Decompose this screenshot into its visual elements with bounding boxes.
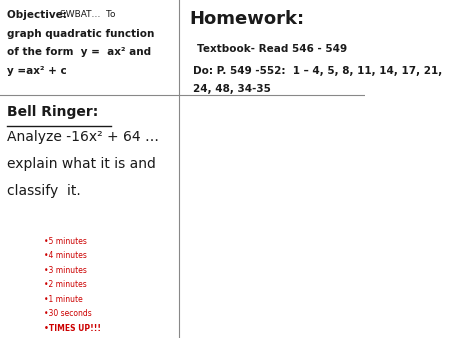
Text: Bell Ringer:: Bell Ringer: [7,105,99,119]
Text: •TIMES UP!!!: •TIMES UP!!! [44,324,101,333]
Text: graph quadratic function: graph quadratic function [7,29,155,39]
Text: y =ax² + c: y =ax² + c [7,66,67,76]
Text: •1 minute: •1 minute [44,295,82,304]
Text: •2 minutes: •2 minutes [44,280,86,289]
Text: •3 minutes: •3 minutes [44,266,87,275]
Text: classify  it.: classify it. [7,184,81,198]
Text: •30 seconds: •30 seconds [44,309,91,318]
Text: •4 minutes: •4 minutes [44,251,87,260]
Text: Analyze -16x² + 64 …: Analyze -16x² + 64 … [7,130,159,144]
Text: SWBAT…  To: SWBAT… To [60,10,116,19]
Text: explain what it is and: explain what it is and [7,157,156,171]
Text: Homework:: Homework: [189,10,305,28]
Text: Textbook- Read 546 - 549: Textbook- Read 546 - 549 [197,44,347,54]
Text: Do: P. 549 -552:  1 – 4, 5, 8, 11, 14, 17, 21,: Do: P. 549 -552: 1 – 4, 5, 8, 11, 14, 17… [193,66,442,76]
Text: 24, 48, 34-35: 24, 48, 34-35 [193,84,271,95]
Text: Objective:: Objective: [7,10,71,20]
Text: •5 minutes: •5 minutes [44,237,87,246]
Text: of the form  y =  ax² and: of the form y = ax² and [7,47,151,57]
